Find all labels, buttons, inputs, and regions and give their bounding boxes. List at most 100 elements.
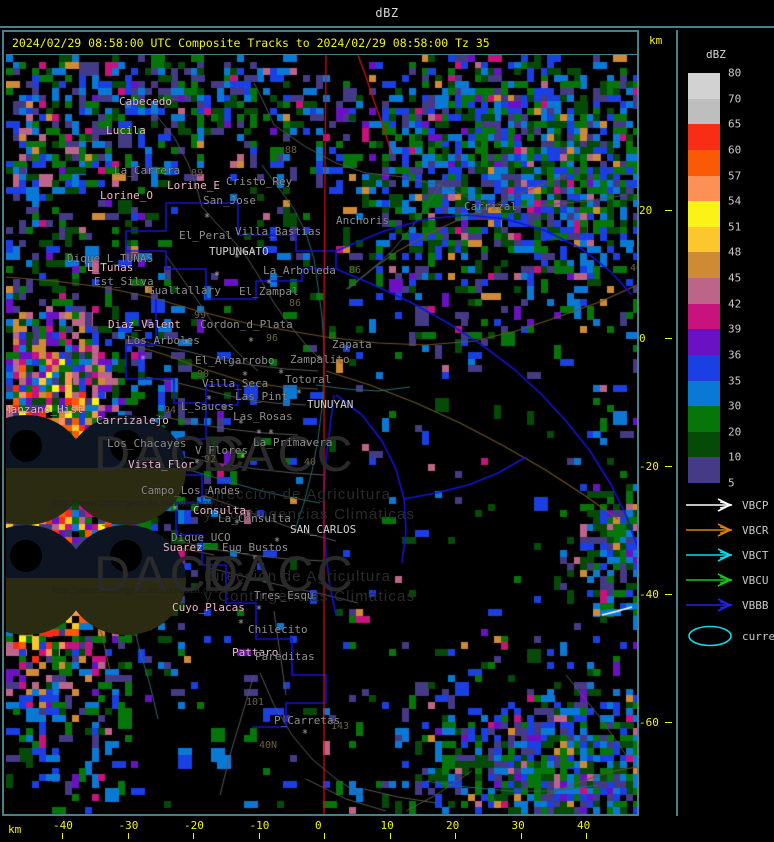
y-axis-tick-label: 0	[639, 332, 646, 345]
place-label: El_Peral	[179, 229, 232, 242]
radar-map-area[interactable]: DACC Dirección de Agricultura y Continge…	[6, 54, 637, 814]
colorbar-band	[688, 149, 720, 176]
colorbar-band	[688, 406, 720, 432]
colorbar-tick-label: 54	[728, 194, 742, 208]
x-axis-tick-mark	[258, 833, 260, 839]
place-label: TUNUYAN	[307, 398, 354, 411]
colorbar-band	[688, 380, 720, 407]
colorbar-tick-label: 70	[728, 92, 742, 106]
x-axis-tick-label: 40	[577, 819, 591, 832]
place-label: Tres_Esqu	[254, 589, 314, 602]
y-axis-tick-mark	[665, 466, 672, 467]
colorbar-band	[688, 201, 720, 227]
road-number-label: 40	[304, 457, 317, 468]
place-label: P_Carretas	[274, 714, 341, 727]
place-label: Diaz_Valent	[108, 318, 181, 331]
place-label: Gualtallary	[148, 284, 221, 297]
place-label: SAN_CARLOS	[290, 523, 357, 536]
track-legend-row: VBCP	[684, 493, 774, 517]
place-label: San_Jose	[203, 194, 256, 207]
colorbar-band	[688, 124, 720, 150]
y-axis-unit: km	[649, 34, 663, 47]
x-axis-tick-mark	[520, 833, 522, 839]
place-label: La_Carrera	[114, 164, 181, 177]
track-arrow-icon	[686, 523, 733, 537]
current-ellipse-icon	[688, 625, 732, 647]
colorbar-tick-label: 42	[728, 297, 742, 311]
colorbar-band	[688, 431, 720, 458]
place-label: Carrizal	[464, 200, 517, 213]
colorbar-band	[688, 329, 720, 355]
track-arrow-icon	[686, 573, 733, 587]
place-label: Chilecito	[248, 623, 308, 636]
road-number-label: 89	[191, 168, 204, 179]
x-axis-tick-label: 30	[511, 819, 525, 832]
colorbar-band	[688, 278, 720, 304]
track-arrow-icon	[686, 498, 733, 512]
legend-panel: dBZ VBCP VBCR VBCT VBCU VBBB current 80 70 65 60…	[676, 30, 774, 816]
track-legend-label: VBBB	[742, 598, 769, 612]
x-axis-tick-label: -30	[118, 819, 139, 832]
road-number-label: 88	[285, 145, 298, 156]
track-arrow-icon	[686, 548, 733, 562]
colorbar-tick-label: 48	[728, 245, 742, 259]
place-label: La_Arboleda	[263, 264, 336, 277]
place-label: Los_Chacayes	[107, 437, 187, 450]
x-axis-tick-label: 10	[380, 819, 394, 832]
road-number-label: 101	[246, 697, 265, 708]
place-label: Villa_Bastias	[235, 225, 322, 238]
road-number-label: 86	[349, 265, 362, 276]
window-title: dBZ	[375, 6, 399, 20]
y-axis-tick-mark	[665, 210, 672, 211]
place-label: Las_Rosas	[233, 410, 293, 423]
x-axis-tick-mark	[586, 833, 587, 839]
place-label: Cristo_Rey	[226, 175, 293, 188]
place-label: Campo_Los_Andes	[141, 484, 241, 497]
colorbar-tick-label: 51	[728, 220, 742, 234]
colorbar-band	[688, 354, 720, 381]
place-label: Suarez	[163, 541, 203, 554]
colorbar-band	[688, 252, 720, 278]
radar-panel[interactable]: 2024/02/29 08:58:00 UTC Composite Tracks…	[2, 30, 639, 816]
colorbar-band	[688, 226, 720, 253]
colorbar-band	[688, 98, 720, 125]
y-axis-tick-mark	[665, 722, 672, 723]
colorbar-tick-label: 5	[728, 476, 735, 490]
track-arrow-icon	[686, 598, 733, 612]
track-legend-label: VBCR	[742, 523, 769, 537]
place-label: Las_Pint	[235, 390, 288, 403]
place-label: Pattaro	[232, 646, 279, 659]
road-number-label: 143	[331, 721, 350, 732]
radar-header-bar: 2024/02/29 08:58:00 UTC Composite Tracks…	[4, 32, 637, 54]
road-number-label: 86	[289, 298, 302, 309]
place-label: Cuyo_Placas	[172, 601, 245, 614]
road-number-label: 94	[164, 405, 177, 416]
place-label: Lorine_O	[100, 189, 153, 202]
track-legend-row: VBBB	[684, 593, 774, 617]
place-label: Eug_Bustos	[222, 541, 289, 554]
place-label: Consulta	[193, 504, 246, 517]
place-label: L_Sauces	[181, 400, 234, 413]
colorbar-tick-label: 57	[728, 169, 742, 182]
y-axis-tick-label: -20	[639, 460, 659, 473]
place-label: Lorine_E	[167, 179, 220, 192]
place-label: TUPUNGATO	[209, 245, 269, 258]
colorbar-tick-label: 39	[728, 322, 742, 336]
x-axis-tick-label: 20	[446, 819, 460, 832]
track-legend-label: VBCP	[742, 498, 769, 512]
colorbar-tick-label: 60	[728, 143, 742, 157]
x-axis-tick-label: -20	[184, 819, 204, 832]
place-label: Lucila	[106, 124, 146, 137]
y-axis-tick-label: -40	[639, 588, 659, 601]
colorbar-tick-label: 36	[728, 348, 742, 362]
x-axis-tick-label: -40	[53, 819, 73, 832]
map-vector-layer	[6, 55, 637, 814]
dbz-colorbar	[688, 73, 720, 483]
place-label: Dique_L_TUNAS	[67, 252, 154, 265]
y-axis-tick-label: 20	[639, 204, 653, 217]
track-legend-row: VBCT	[684, 543, 774, 567]
track-legend-label: VBCT	[742, 548, 769, 562]
current-legend-row: current	[684, 624, 774, 648]
place-label: Anchoris	[336, 214, 389, 227]
